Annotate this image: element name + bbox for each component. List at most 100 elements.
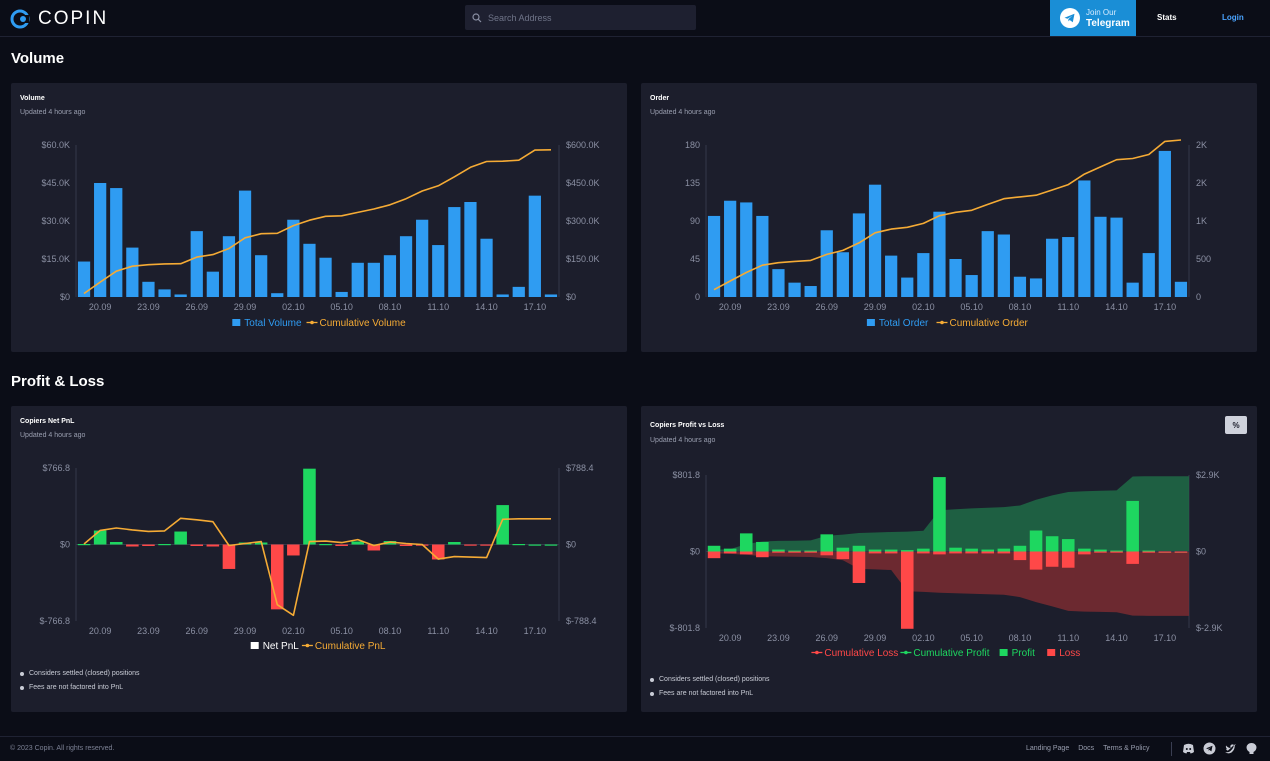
y-left-tick-label: $0 bbox=[60, 292, 70, 302]
y-left-tick-label: $766.8 bbox=[42, 463, 70, 473]
loss-bar bbox=[1078, 551, 1091, 555]
github-icon[interactable] bbox=[1245, 742, 1258, 760]
y-left-tick-label: $15.0K bbox=[41, 254, 70, 264]
x-tick-label: 26.09 bbox=[185, 626, 208, 636]
profit-bar bbox=[868, 549, 882, 552]
legend-swatch bbox=[232, 319, 241, 326]
volume-bar bbox=[94, 183, 107, 297]
logo-text: COPIN bbox=[38, 8, 109, 29]
legend-label: Total Volume bbox=[244, 318, 302, 329]
volume-bar bbox=[933, 211, 946, 297]
net-pnl-bar bbox=[190, 544, 204, 546]
volume-bar bbox=[885, 255, 898, 297]
cumulative-line bbox=[83, 149, 552, 295]
volume-bar bbox=[480, 238, 493, 297]
search-address-input[interactable] bbox=[486, 11, 690, 24]
net-pnl-chart: $766.8 $0 $-766.8 $788.4 $0 $-788.4 20.09 23.09… bbox=[39, 463, 597, 652]
copin-logo[interactable]: COPIN bbox=[10, 8, 108, 30]
net-pnl-bar bbox=[174, 531, 187, 545]
twitter-icon[interactable] bbox=[1224, 742, 1237, 760]
legend-marker bbox=[904, 650, 908, 655]
volume-bar bbox=[432, 245, 445, 297]
cumulative-pnl-line bbox=[83, 517, 551, 617]
loss-bar bbox=[981, 551, 995, 554]
discord-icon[interactable] bbox=[1182, 742, 1195, 760]
volume-bar bbox=[917, 253, 930, 297]
volume-bar bbox=[544, 294, 558, 297]
social-icons bbox=[1182, 742, 1266, 760]
loss-bar bbox=[1174, 551, 1188, 553]
net-pnl-bar bbox=[480, 544, 493, 546]
profit-bar bbox=[965, 548, 978, 552]
join-telegram-button[interactable]: Join Our Telegram bbox=[1050, 0, 1136, 36]
loss-bar bbox=[804, 551, 817, 553]
volume-bar bbox=[287, 219, 300, 297]
loss-bar bbox=[836, 551, 850, 560]
y-right-tick-label: $-2.9K bbox=[1196, 623, 1223, 633]
volume-bar bbox=[512, 286, 525, 297]
net-pnl-bar bbox=[270, 544, 284, 610]
volume-bar bbox=[416, 219, 429, 297]
legend-label: Cumulative Volume bbox=[320, 318, 407, 329]
volume-bar bbox=[399, 236, 413, 297]
loss-bar bbox=[756, 551, 769, 558]
nav-stats-link[interactable]: Stats bbox=[1157, 13, 1177, 22]
footer-link-terms[interactable]: Terms & Policy bbox=[1103, 745, 1150, 752]
x-tick-label: 23.09 bbox=[767, 302, 790, 312]
profit-bar bbox=[852, 545, 866, 552]
profit-bar bbox=[997, 548, 1011, 552]
volume-bar bbox=[126, 247, 139, 297]
x-tick-label: 05.10 bbox=[960, 633, 983, 643]
volume-bar bbox=[303, 243, 316, 297]
telegram-footer-icon[interactable] bbox=[1203, 742, 1216, 760]
bullet-icon bbox=[650, 677, 654, 682]
footer-link-landing-page[interactable]: Landing Page bbox=[1026, 745, 1070, 752]
x-tick-label: 26.09 bbox=[185, 302, 208, 312]
x-tick-label: 20.09 bbox=[719, 633, 742, 643]
x-tick-label: 26.09 bbox=[815, 302, 838, 312]
legend-label: Cumulative Loss bbox=[824, 648, 898, 659]
legend-marker bbox=[305, 643, 310, 648]
legend-swatch bbox=[250, 642, 259, 649]
footer: © 2023 Copin. All rights reserved. Landi… bbox=[0, 736, 1270, 761]
volume-bar bbox=[206, 271, 219, 297]
loss-bar bbox=[1158, 551, 1172, 553]
volume-card-title: Volume bbox=[20, 95, 45, 102]
percentage-toggle-button[interactable]: % bbox=[1225, 416, 1247, 434]
cumulative-loss-area bbox=[706, 551, 1189, 616]
legend-label: Cumulative Order bbox=[950, 318, 1029, 329]
net-pnl-card-updated: Updated 4 hours ago bbox=[20, 432, 86, 439]
volume-bar bbox=[238, 190, 252, 297]
volume-bar bbox=[740, 202, 753, 297]
profit-vs-loss-card-updated: Updated 4 hours ago bbox=[650, 437, 716, 444]
y-left-tick-label: 180 bbox=[685, 140, 700, 150]
order-card: Order Updated 4 hours ago 180 135 90 45 0 2K 2… bbox=[641, 83, 1257, 352]
y-right-tick-label: $150.0K bbox=[566, 254, 600, 264]
footer-links: Landing Page Docs Terms & Policy bbox=[1026, 745, 1158, 752]
y-left-tick-label: $801.8 bbox=[672, 470, 700, 480]
x-tick-label: 02.10 bbox=[282, 302, 305, 312]
note-item: Considers settled (closed) positions bbox=[650, 676, 770, 683]
profit-bar bbox=[933, 477, 946, 552]
x-tick-label: 29.09 bbox=[864, 633, 887, 643]
net-pnl-bar bbox=[464, 544, 477, 546]
loss-bar bbox=[1094, 551, 1107, 553]
profit-bar bbox=[1110, 550, 1123, 552]
copin-logo-icon bbox=[10, 9, 30, 29]
volume-bar bbox=[1110, 217, 1123, 297]
nav-login-link[interactable]: Login bbox=[1222, 13, 1244, 22]
x-tick-label: 02.10 bbox=[912, 302, 935, 312]
net-pnl-bar bbox=[431, 544, 445, 560]
loss-bar bbox=[1061, 551, 1075, 568]
volume-bar bbox=[319, 257, 332, 297]
loss-bar bbox=[772, 551, 785, 553]
search-bar[interactable] bbox=[465, 5, 696, 30]
y-right-tick-label: $-788.4 bbox=[566, 616, 597, 626]
legend-label: Profit bbox=[1012, 648, 1036, 659]
legend-marker bbox=[815, 650, 819, 655]
net-pnl-card-title: Copiers Net PnL bbox=[20, 418, 75, 425]
footer-link-docs[interactable]: Docs bbox=[1078, 745, 1095, 752]
volume-bar bbox=[271, 293, 284, 297]
net-pnl-bar bbox=[126, 544, 139, 547]
volume-bar bbox=[158, 289, 171, 297]
